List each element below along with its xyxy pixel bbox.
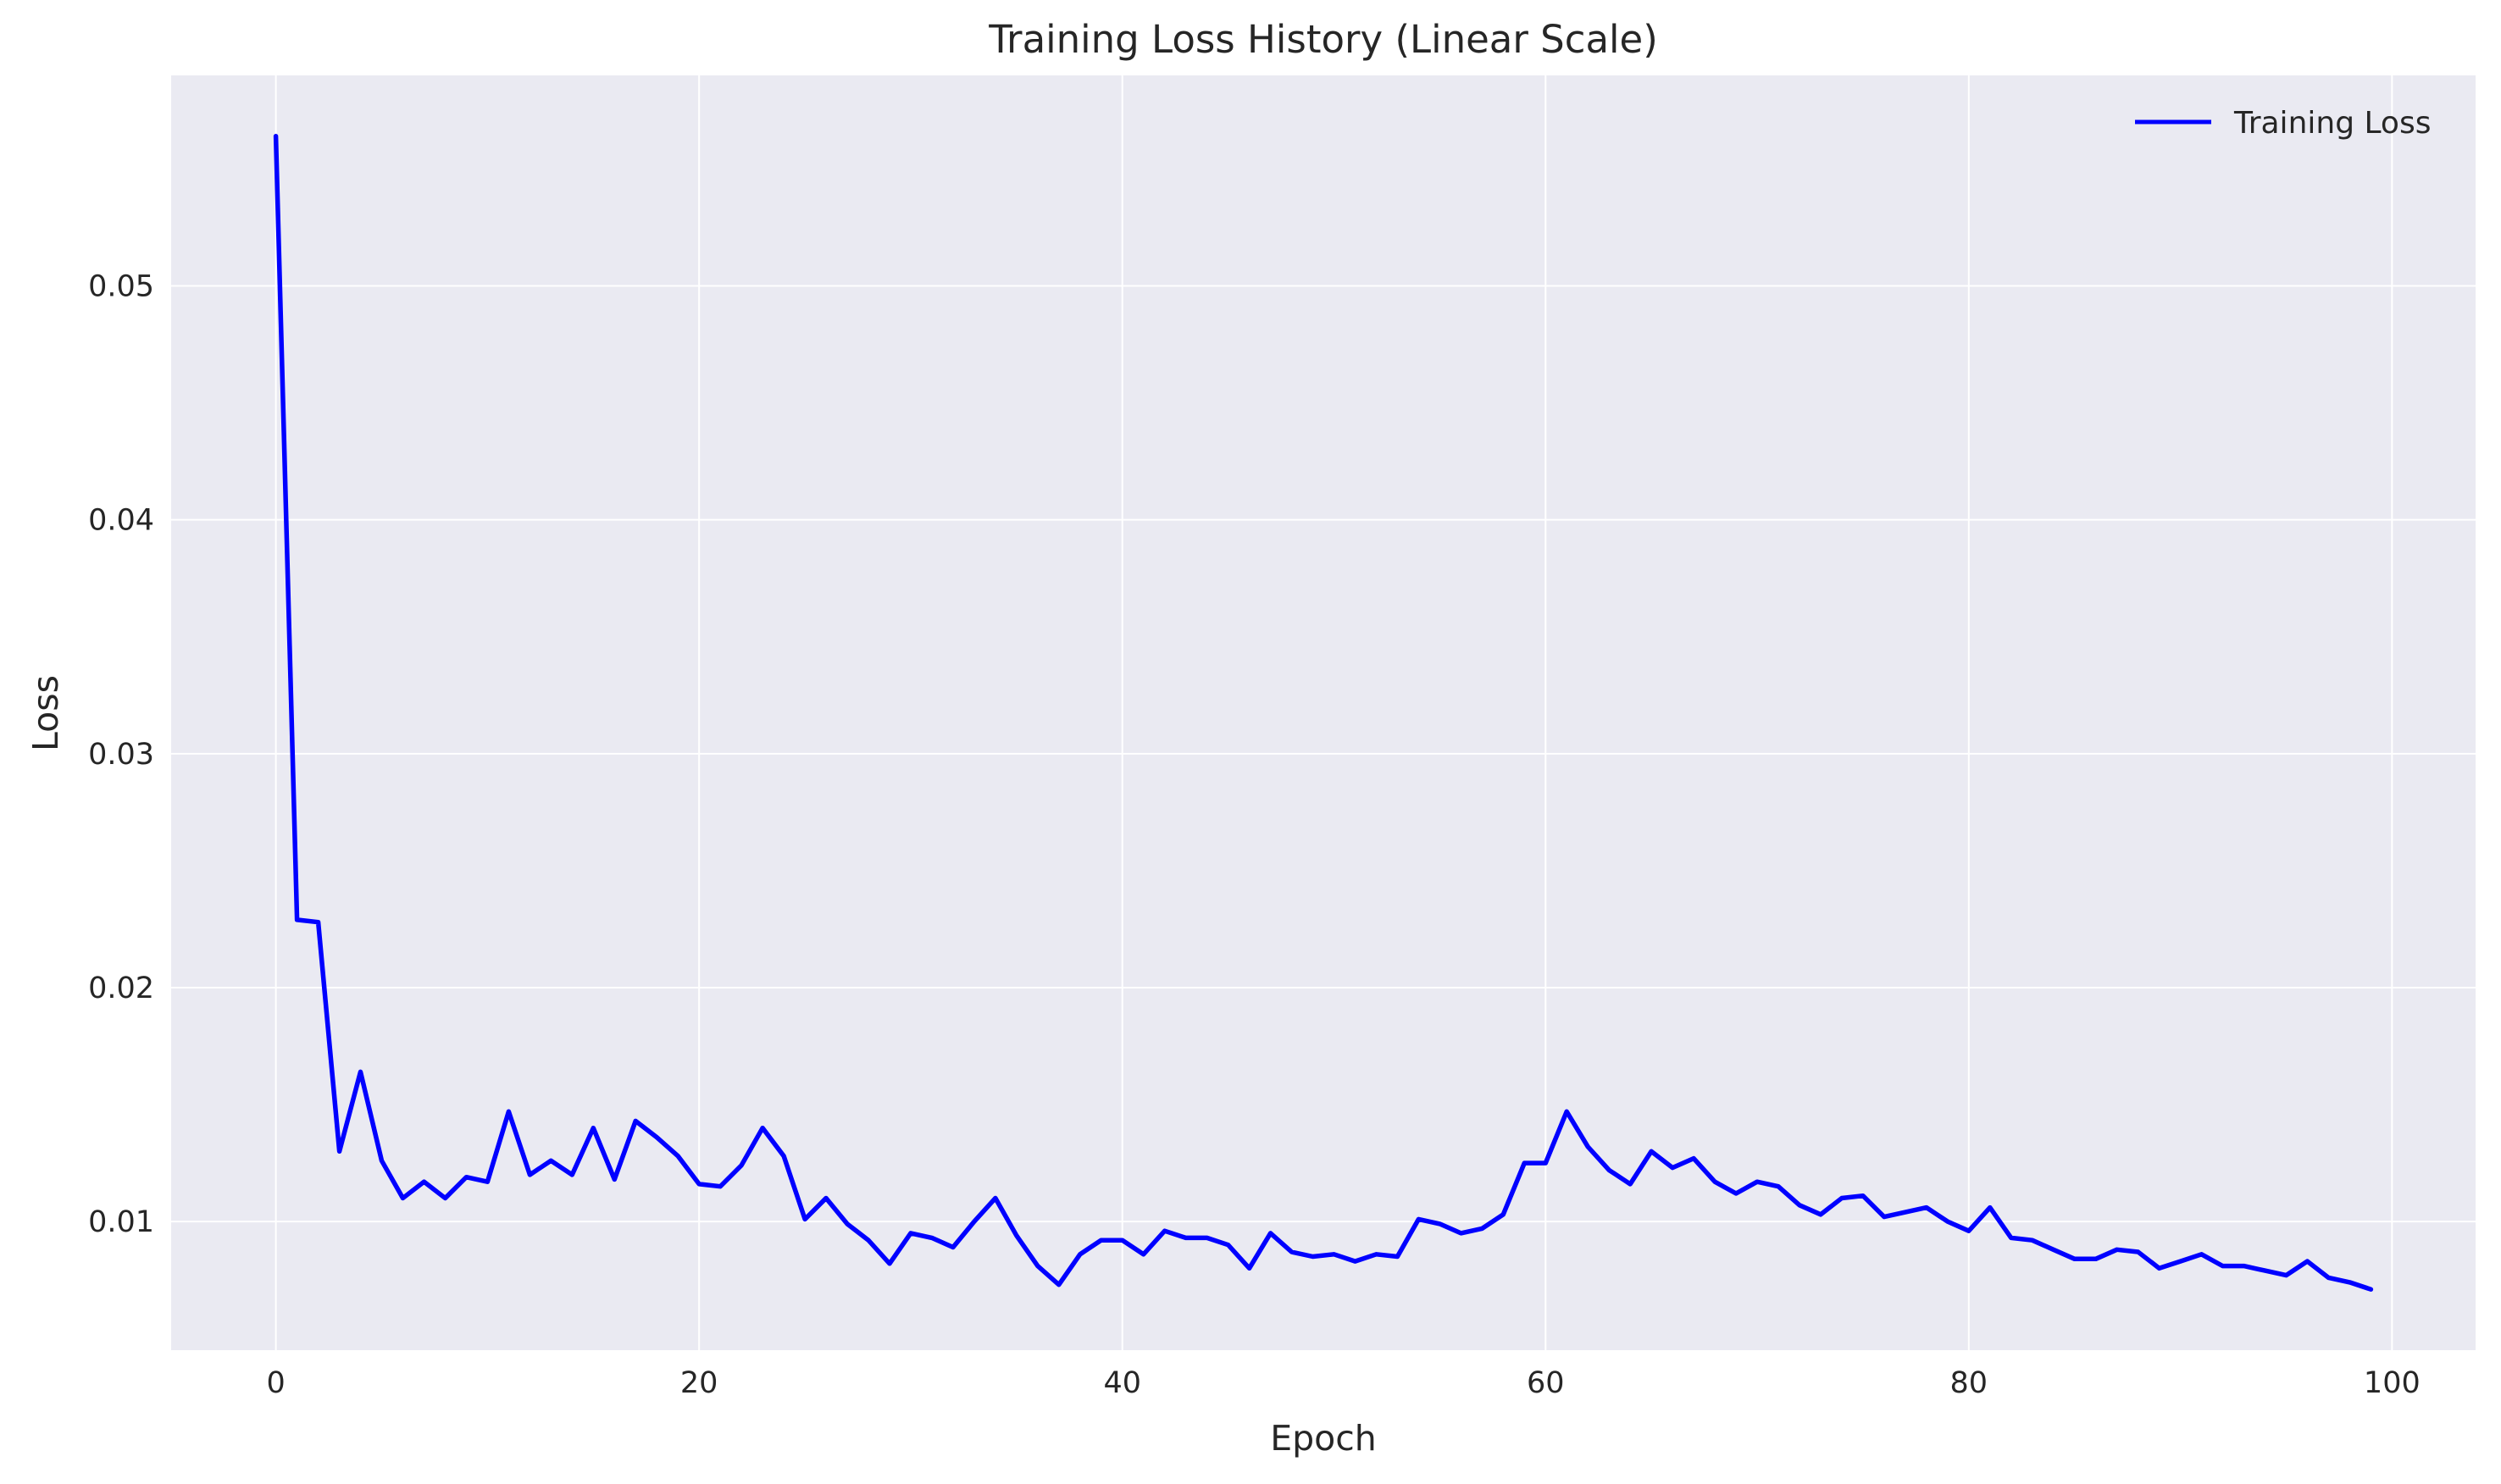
x-axis-label: Epoch [1270, 1418, 1377, 1459]
x-tick-label: 60 [1527, 1366, 1565, 1400]
chart-title: Training Loss History (Linear Scale) [988, 17, 1658, 62]
y-tick-label: 0.02 [88, 972, 154, 1005]
x-tick-label: 100 [2364, 1366, 2421, 1400]
series-line-training-loss [273, 134, 2374, 1292]
y-tick-label: 0.05 [88, 270, 154, 304]
y-grid [171, 285, 2476, 1223]
x-tick-label: 20 [680, 1366, 718, 1400]
plot-area [171, 75, 2476, 1350]
y-tick-label: 0.01 [88, 1205, 154, 1239]
x-tick-labels: 0 20 40 60 80 100 [266, 1366, 2420, 1400]
legend-label-training-loss: Training Loss [2233, 106, 2431, 141]
y-tick-label: 0.04 [88, 504, 154, 538]
x-tick-label: 80 [1950, 1366, 1988, 1400]
y-axis-label: Loss [25, 675, 66, 751]
y-tick-labels: 0.01 0.02 0.03 0.04 0.05 [88, 270, 154, 1240]
y-tick-label: 0.03 [88, 738, 154, 772]
x-grid [274, 75, 2393, 1350]
x-tick-label: 40 [1103, 1366, 1141, 1400]
legend: Training Loss [2135, 106, 2431, 141]
x-tick-label: 0 [266, 1366, 285, 1400]
series-group [273, 134, 2374, 1292]
